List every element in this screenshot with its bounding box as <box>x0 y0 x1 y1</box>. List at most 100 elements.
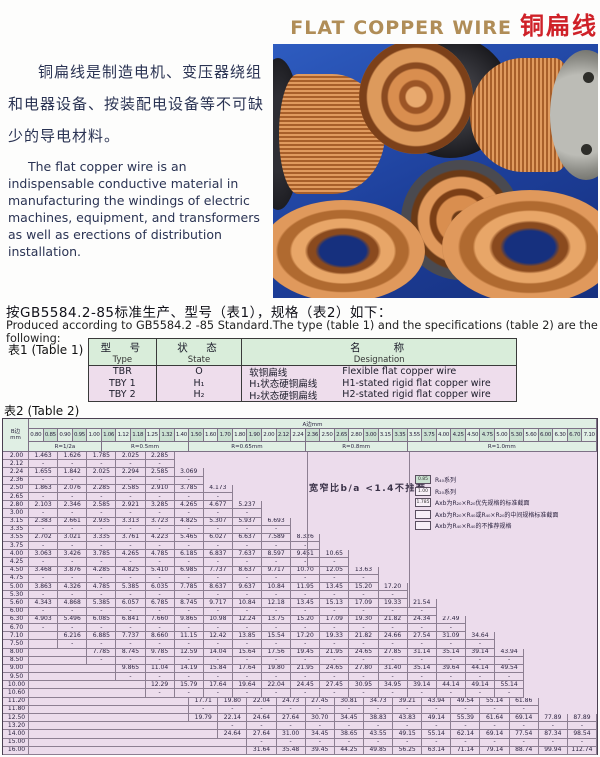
table2-row: 13.20- - - - - - - - - - - - - <box>3 722 597 731</box>
table2-value-cell: 34.64 <box>465 632 496 641</box>
table2-dash-cell: - <box>116 509 146 518</box>
table2-dash-cell: - <box>465 640 496 649</box>
table2-dash-cell: - <box>232 607 263 616</box>
table2-value-cell: 4.825 <box>174 517 204 526</box>
table2-row-label: 13.20 <box>3 722 29 731</box>
table2-empty-cell <box>29 714 190 723</box>
table2-after-fill <box>524 689 597 698</box>
table2-value-cell: 34.45 <box>305 730 335 739</box>
table2-after-fill <box>524 648 597 657</box>
table2-after-fill <box>436 607 597 616</box>
table2-after-fill <box>232 492 597 502</box>
table2-dash-cell: - <box>232 574 263 583</box>
table2-value-cell: 2.383 <box>29 517 59 526</box>
table2-dash-cell: - <box>291 656 321 665</box>
table2-dash-cell: - <box>87 525 117 534</box>
table2-value-cell: 30.81 <box>334 697 364 706</box>
table2-value-cell: 9.865 <box>116 664 146 674</box>
table2-value-cell: 3.785 <box>87 550 117 559</box>
table2-dash-cell: - <box>145 542 175 551</box>
table2-after-fill <box>538 705 597 714</box>
table2-dash-cell: - <box>174 558 204 567</box>
table2-dash-cell: - <box>145 607 175 616</box>
table2-row: 10.00 12.29 15.79 17.64 19.64 22.04 24.45 27.45… <box>3 681 597 690</box>
table2-empty-cell <box>29 697 190 706</box>
table2-dash-cell: - <box>87 591 117 600</box>
table2-value-cell: 6.985 <box>174 566 204 575</box>
table2-size-header: 1.06 <box>101 429 117 442</box>
table2-value-cell: 10.70 <box>291 566 321 575</box>
table2-dash-cell: - <box>174 591 204 600</box>
table2-dash-cell: - <box>291 558 321 567</box>
table2-value-cell: 22.14 <box>218 714 248 723</box>
table2-dash-cell: - <box>291 574 321 583</box>
table2-label: 表2 (Table 2) <box>4 404 80 418</box>
table2-size-header: 3.00 <box>363 429 379 442</box>
table2-legend-item: 1.785 Axb为R₂₀×R₂₀优先规格的标准截面 <box>415 498 597 507</box>
table2-after-fill <box>378 574 597 583</box>
table2-dash-cell: - <box>436 640 466 649</box>
legend-key-box: 1.785 <box>415 498 431 507</box>
table2-row-label: 2.36 <box>3 476 29 485</box>
table2-size-header: 1.60 <box>203 429 219 442</box>
table2-value-cell: 15.54 <box>262 632 292 641</box>
table2-value-cell: 8.745 <box>174 599 204 608</box>
table1-row: TBY 1 H₁ H₁状态硬铜扁线 H1-stated rigid flat c… <box>89 377 516 390</box>
table2-dash-cell: - <box>247 738 277 747</box>
table2-dash-cell: - <box>116 492 146 502</box>
table2-value-cell: 55.14 <box>495 681 525 690</box>
table2-corner-label: B边 mm <box>3 419 29 452</box>
table2-value-cell: 2.935 <box>87 517 117 526</box>
table2-after-fill <box>174 452 597 461</box>
table2-value-cell: 2.661 <box>58 517 88 526</box>
table2-dash-cell: - <box>393 705 423 714</box>
legend-label: Axb为R₄₀×R₄₀的不推荐规格 <box>435 523 512 530</box>
table2-value-cell: 35.14 <box>407 664 437 674</box>
table2-dash-cell: - <box>320 591 350 600</box>
table2-dash-cell: - <box>378 640 408 649</box>
table2-row: 2.12- - - - - <box>3 460 597 469</box>
table2-dash-cell: - <box>232 656 263 665</box>
title-chinese: 铜扁线 <box>520 12 598 40</box>
table2-value-cell: 6.841 <box>116 615 146 624</box>
table2-row-label: 2.50 <box>3 484 29 493</box>
table2-value-cell: 6.085 <box>87 615 117 624</box>
table2-value-cell: 1.463 <box>29 452 59 461</box>
legend-key-box: 0.85 <box>415 475 431 484</box>
table2-row-label: 10.00 <box>3 681 29 690</box>
table2-dash-cell: - <box>480 738 510 747</box>
table2-dash-cell: - <box>116 558 146 567</box>
legend-label: Axb为R₂₀×R₂₀优先规格的标准截面 <box>435 500 530 507</box>
table2-dash-cell: - <box>262 525 292 534</box>
table2-row: 4.50 3.468 3.876 4.285 4.825 5.410 6.985 7.737 8… <box>3 566 597 575</box>
table2-row-label: 8.00 <box>3 648 29 657</box>
table2-value-cell: 5.307 <box>203 517 233 526</box>
table2-value-cell: 11.04 <box>145 664 175 674</box>
table2-value-cell: 2.076 <box>58 484 88 493</box>
table2-dash-cell: - <box>436 673 466 682</box>
table2-size-header: 5.30 <box>509 429 525 442</box>
table2-radius-group: R=1.0mm <box>407 442 597 452</box>
table2-dash-cell: - <box>58 460 88 469</box>
table2-value-cell: 31.64 <box>247 746 277 755</box>
table2-dash-cell: - <box>203 656 233 665</box>
table2-value-cell: 27.64 <box>276 714 306 723</box>
table2-after-fill <box>524 681 597 690</box>
table2-row: 2.24 1.655 1.842 2.025 2.294 2.585 3.069 <box>3 468 597 477</box>
table2-value-cell: 3.426 <box>58 550 88 559</box>
table2-dash-cell: - <box>58 607 88 616</box>
table2-dash-cell: - <box>247 705 277 714</box>
table2-value-cell: 7.785 <box>174 583 204 592</box>
table2-size-header: 2.36 <box>305 429 321 442</box>
table2-value-cell: 34.73 <box>363 697 394 706</box>
table2-dash-cell: - <box>349 607 379 616</box>
table2-size-header: 0.95 <box>72 429 88 442</box>
table2-value-cell: 88.74 <box>509 746 539 755</box>
legend-label: Axb为R₂₀×R₄₀或R₄₀×R₂₀的中间规格标准截面 <box>435 511 559 519</box>
table2-dash-cell: - <box>305 705 335 714</box>
table2-value-cell: 5.465 <box>174 533 204 543</box>
table2-dash-cell: - <box>480 722 510 731</box>
table2-dash-cell: - <box>436 689 466 698</box>
table2-dash-cell: - <box>232 558 263 567</box>
